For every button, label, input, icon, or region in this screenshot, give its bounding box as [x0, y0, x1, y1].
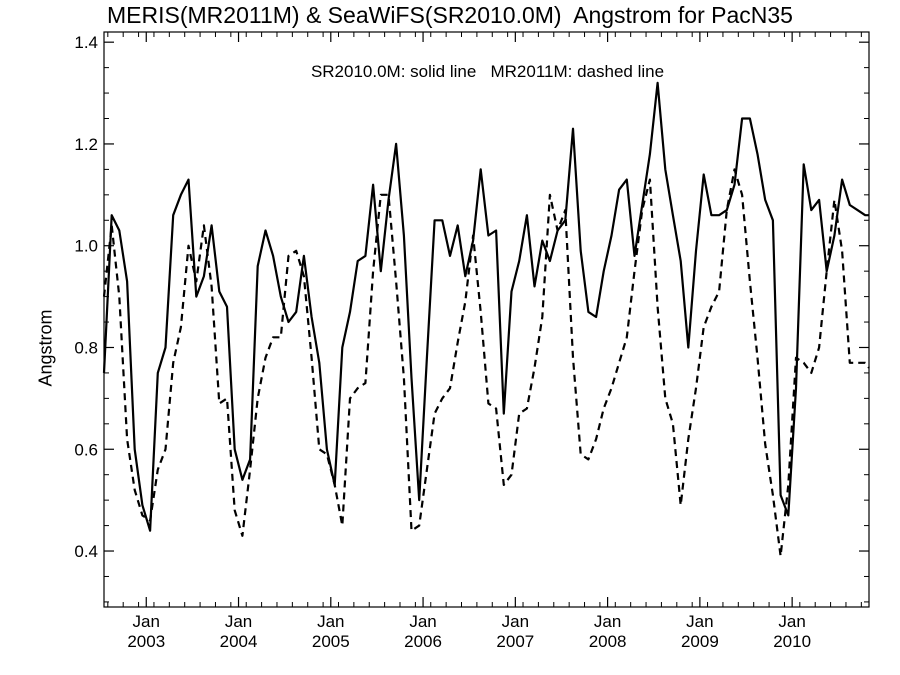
y-tick-label: 1.0 [74, 237, 98, 256]
y-tick-label: 1.2 [74, 135, 98, 154]
x-tick-label-month: Jan [594, 612, 621, 631]
x-tick-label-year: 2005 [312, 632, 350, 651]
series-layer [102, 81, 870, 558]
x-tick-label-year: 2010 [773, 632, 811, 651]
x-tick-label-month: Jan [502, 612, 529, 631]
y-tick-label: 0.8 [74, 338, 98, 357]
x-tick-label-month: Jan [317, 612, 344, 631]
legend-annotation: SR2010.0M: solid line MR2011M: dashed li… [310, 62, 665, 81]
x-tick-label-month: Jan [409, 612, 436, 631]
series-line-sr2010-0m [102, 81, 869, 532]
x-tick-label-year: 2006 [404, 632, 442, 651]
chart-title: MERIS(MR2011M) & SeaWiFS(SR2010.0M) Angs… [107, 2, 793, 28]
plot-frame [103, 31, 870, 608]
y-tick-label: 0.4 [74, 542, 98, 561]
x-tick-label-year: 2009 [681, 632, 719, 651]
x-tick-label-year: 2008 [589, 632, 627, 651]
x-tick-label-month: Jan [133, 612, 160, 631]
x-tick-label-month: Jan [778, 612, 805, 631]
x-tick-label-year: 2007 [496, 632, 534, 651]
x-tick-label-year: 2004 [220, 632, 258, 651]
series-line-mr2011m [102, 168, 870, 558]
axes: 0.40.60.81.01.21.4Jan2003Jan2004Jan2005J… [74, 31, 870, 651]
x-tick-label-month: Jan [225, 612, 252, 631]
y-tick-label: 1.4 [74, 33, 98, 52]
x-tick-label-month: Jan [686, 612, 713, 631]
x-tick-label-year: 2003 [127, 632, 165, 651]
y-tick-label: 0.6 [74, 440, 98, 459]
